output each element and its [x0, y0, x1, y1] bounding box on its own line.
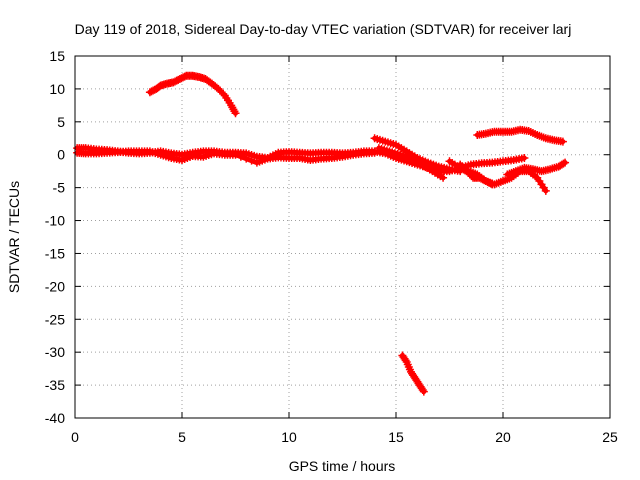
data-point	[558, 137, 567, 146]
x-tick-label: 10	[281, 429, 297, 445]
y-tick-label: -15	[45, 245, 65, 261]
data-point	[559, 159, 568, 168]
data-point	[520, 154, 529, 163]
y-tick-label: -20	[45, 278, 65, 294]
data-point	[488, 180, 497, 189]
y-tick-label: -25	[45, 311, 65, 327]
data-point	[418, 386, 427, 395]
data-point	[242, 154, 251, 163]
x-tick-label: 25	[602, 429, 618, 445]
x-tick-label: 0	[71, 429, 79, 445]
plot-frame	[74, 55, 611, 419]
data-point	[439, 173, 448, 182]
data-series	[73, 71, 570, 396]
data-point	[231, 150, 240, 159]
data-point	[219, 89, 228, 98]
series-arc-right-high	[473, 125, 567, 146]
chart-title: Day 119 of 2018, Sidereal Day-to-day VTE…	[75, 21, 572, 37]
y-tick-label: 15	[49, 48, 65, 64]
series-arc-right-tail	[445, 157, 497, 189]
series-arc-right-low	[503, 158, 570, 179]
series-arc-steep	[370, 134, 465, 176]
y-tick-label: -35	[45, 377, 65, 393]
data-point	[401, 356, 410, 365]
y-tick-label: -30	[45, 344, 65, 360]
x-axis-label: GPS time / hours	[289, 458, 396, 474]
data-point	[486, 179, 495, 188]
x-tick-label: 5	[178, 429, 186, 445]
y-tick-label: -5	[53, 180, 66, 196]
data-point	[231, 109, 240, 118]
series-arc-main-lower	[73, 147, 379, 167]
data-point	[236, 152, 245, 161]
series-arc-peak	[145, 71, 240, 118]
x-tick-label: 20	[495, 429, 511, 445]
y-tick-label: 10	[49, 81, 65, 97]
data-point	[541, 186, 550, 195]
x-tick-label: 15	[388, 429, 404, 445]
data-point	[370, 148, 379, 157]
series-arc-steep-2	[374, 144, 448, 182]
data-point	[419, 387, 428, 396]
y-tick-label: 5	[57, 114, 65, 130]
grid-lines	[75, 56, 610, 418]
series-arc-drop	[398, 351, 428, 396]
data-point	[247, 156, 256, 165]
y-axis-label: SDTVAR / TECUs	[6, 181, 22, 293]
y-tick-label: -40	[45, 410, 65, 426]
y-tick-label: -10	[45, 213, 65, 229]
y-tick-label: 0	[57, 147, 65, 163]
data-point	[561, 158, 570, 167]
